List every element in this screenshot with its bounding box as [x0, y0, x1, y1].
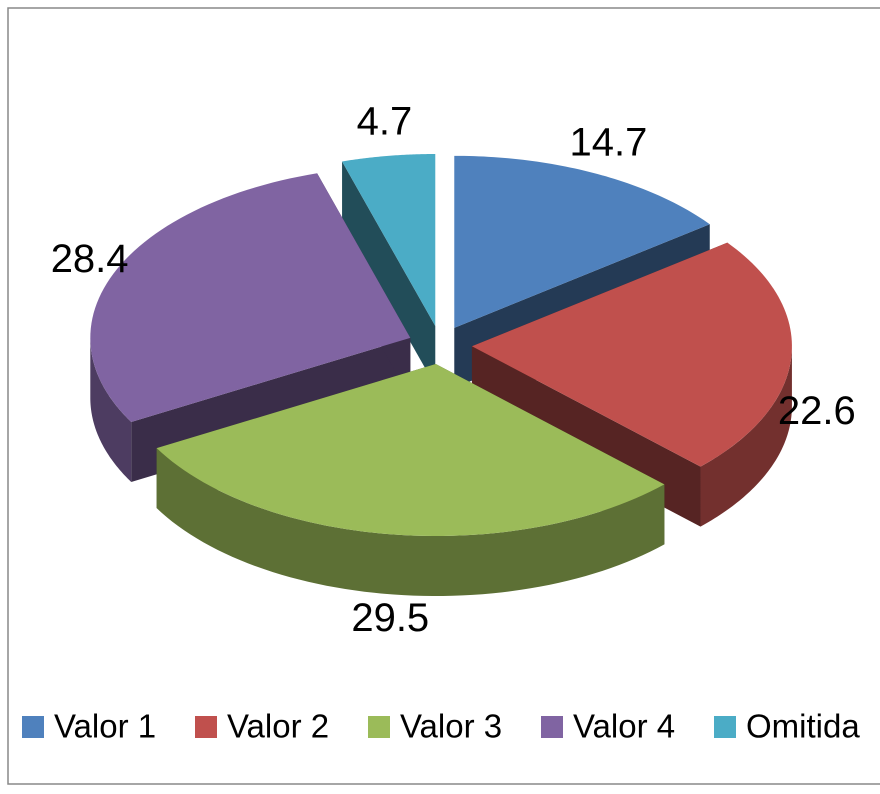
slice-top	[90, 173, 411, 422]
legend-label: Omitida	[746, 708, 860, 745]
slice	[90, 173, 411, 482]
legend-swatch	[714, 716, 736, 738]
slice-edge	[700, 346, 792, 527]
legend-label: Valor 4	[573, 708, 675, 745]
slice	[342, 154, 436, 387]
slice-top	[454, 155, 710, 328]
legend-label: Valor 3	[400, 708, 502, 745]
data-label: 14.7	[569, 120, 647, 164]
data-label: 29.5	[351, 596, 429, 640]
legend-swatch	[195, 716, 217, 738]
slice-top	[342, 154, 436, 327]
data-label: 22.6	[778, 389, 856, 433]
slice-top	[156, 364, 665, 537]
legend-label: Valor 2	[227, 708, 329, 745]
slice-side	[342, 161, 436, 387]
legend-swatch	[541, 716, 563, 738]
slice-top	[471, 242, 792, 467]
legend-swatch	[22, 716, 44, 738]
legend-label: Valor 1	[54, 708, 156, 745]
data-label: 4.7	[357, 99, 413, 143]
legend-swatch	[368, 716, 390, 738]
slice	[156, 364, 665, 597]
slice-edge	[156, 448, 665, 597]
slice-edge	[90, 337, 132, 482]
data-label: 28.4	[51, 237, 129, 281]
